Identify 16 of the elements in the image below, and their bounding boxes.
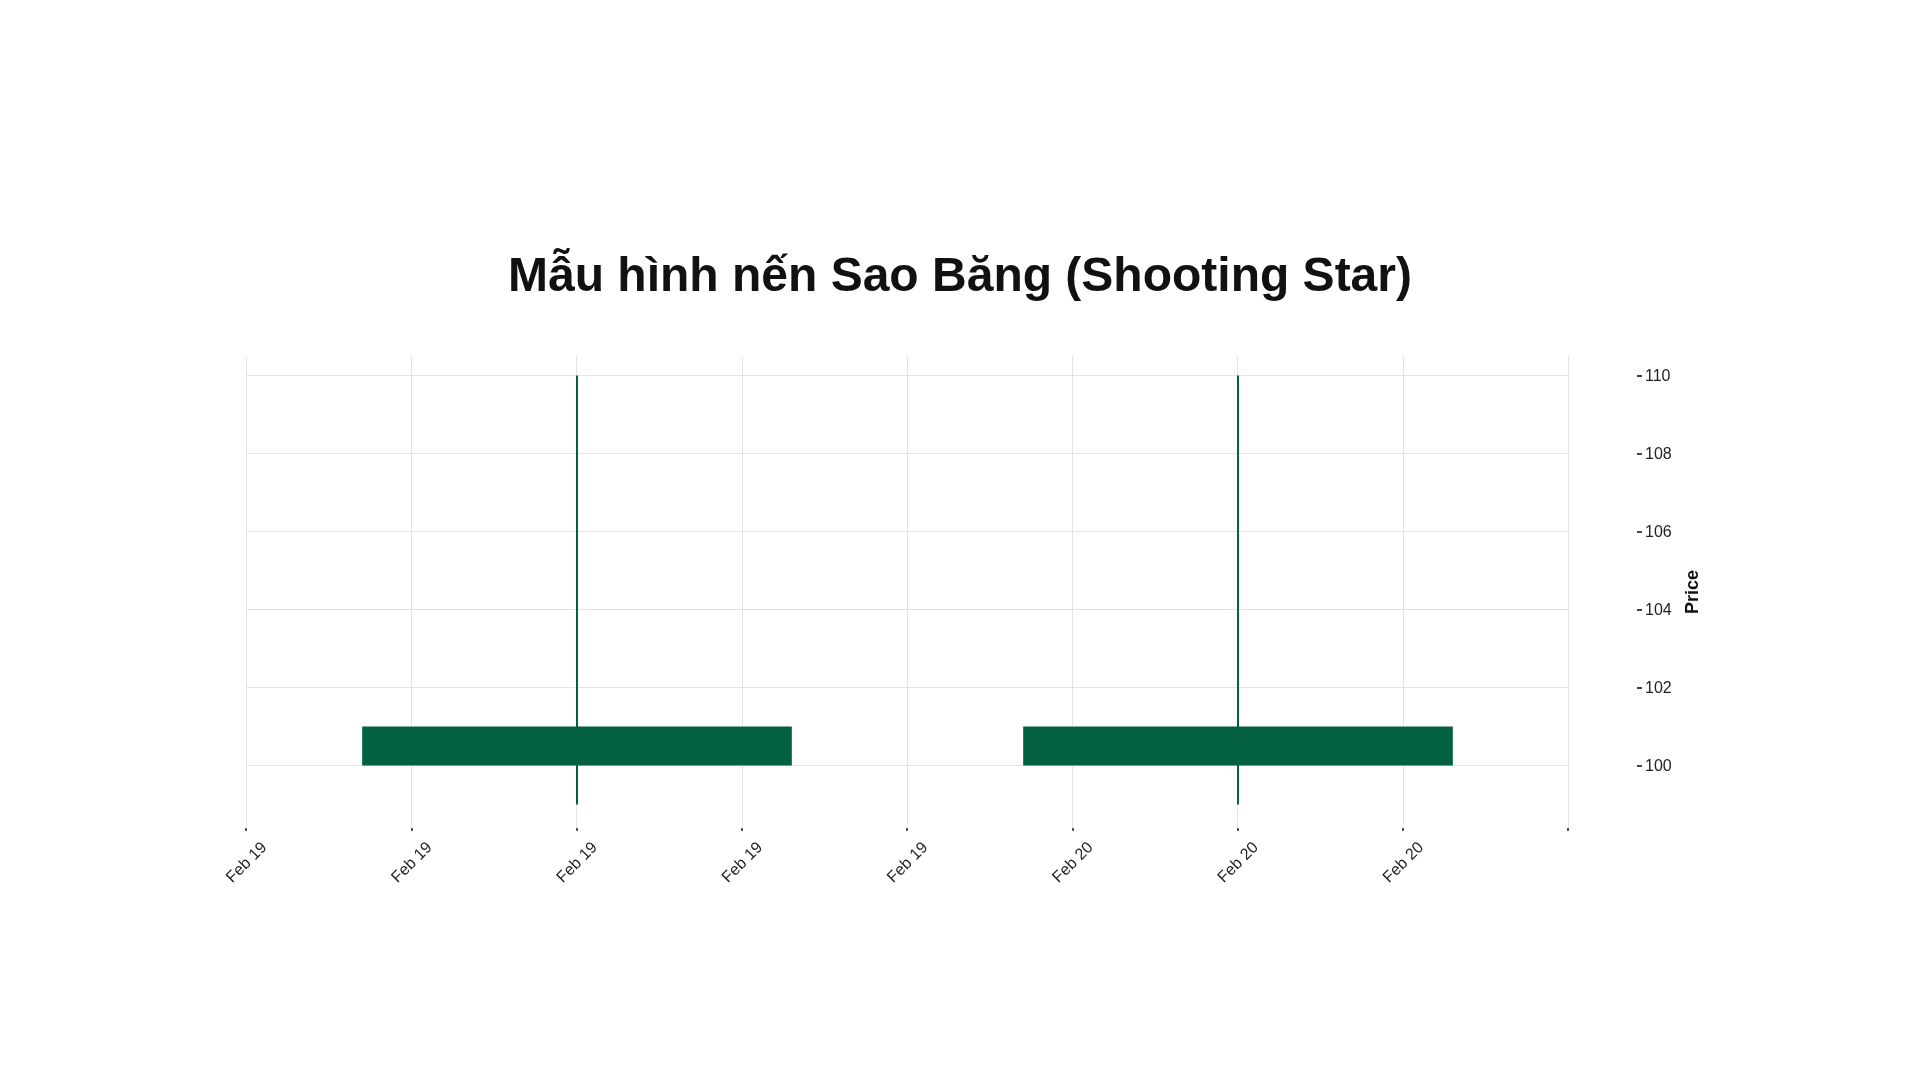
y-tick-label: 104: [1645, 601, 1672, 619]
y-tick-label: 106: [1645, 523, 1672, 541]
y-axis-title: Price: [1681, 569, 1702, 615]
x-tick-label: Feb 19: [718, 838, 766, 886]
x-tick-label: Feb 20: [1379, 838, 1427, 886]
y-tick-label: 102: [1645, 679, 1672, 697]
x-tick-label: Feb 19: [222, 838, 270, 886]
chart-title: Mẫu hình nến Sao Băng (Shooting Star): [508, 247, 1412, 301]
x-tick-label: Feb 19: [552, 838, 601, 886]
x-tick-label: Feb 20: [1213, 838, 1262, 886]
x-tick-label: Feb 20: [1048, 838, 1096, 886]
y-tick-label: 100: [1645, 757, 1672, 775]
y-tick-label: 108: [1645, 445, 1672, 463]
x-tick-label: Feb 19: [883, 838, 931, 886]
x-tick-label: Feb 19: [387, 838, 435, 886]
y-tick-label: 110: [1645, 367, 1671, 384]
